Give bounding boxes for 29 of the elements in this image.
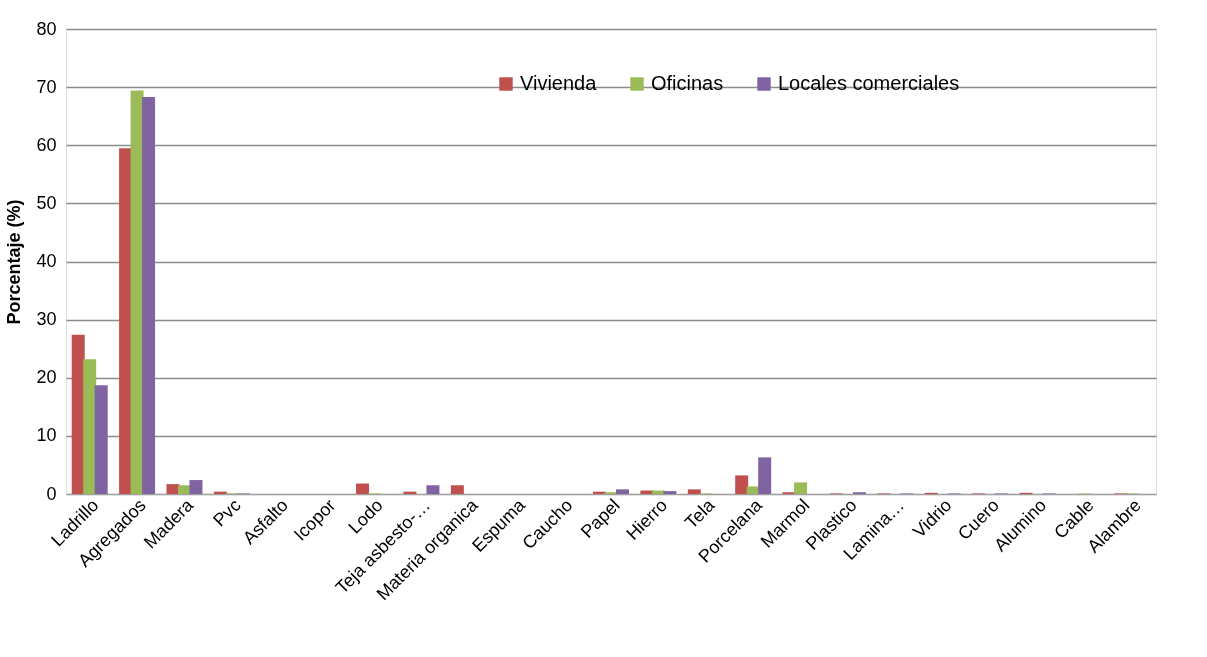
bar bbox=[615, 489, 629, 494]
y-axis-title: Porcentaje (%) bbox=[4, 199, 25, 325]
y-tick-label: 20 bbox=[36, 367, 57, 388]
y-tick-label: 80 bbox=[36, 18, 57, 39]
bar bbox=[94, 385, 108, 494]
legend-label: Locales comerciales bbox=[778, 72, 960, 94]
y-tick-label: 10 bbox=[36, 425, 57, 446]
bar bbox=[189, 480, 203, 494]
legend-label: Vivienda bbox=[520, 72, 598, 94]
y-tick-label: 0 bbox=[46, 483, 57, 504]
bar bbox=[83, 359, 97, 494]
bar bbox=[758, 457, 772, 494]
bar bbox=[166, 484, 180, 494]
y-tick-label: 40 bbox=[36, 251, 57, 271]
bar bbox=[687, 489, 701, 494]
y-tick-label: 60 bbox=[36, 134, 57, 155]
bar bbox=[450, 485, 464, 494]
bar bbox=[426, 485, 440, 494]
bar bbox=[735, 475, 749, 494]
bar bbox=[356, 483, 370, 494]
y-tick-label: 70 bbox=[36, 76, 57, 97]
x-tick-label: Pvc bbox=[209, 495, 245, 531]
bar bbox=[663, 491, 677, 494]
bar bbox=[142, 97, 156, 494]
bar bbox=[119, 148, 133, 494]
y-tick-label: 50 bbox=[36, 192, 57, 213]
bar bbox=[794, 482, 808, 494]
y-tick-label: 30 bbox=[36, 309, 57, 330]
legend-label: Oficinas bbox=[651, 72, 724, 94]
